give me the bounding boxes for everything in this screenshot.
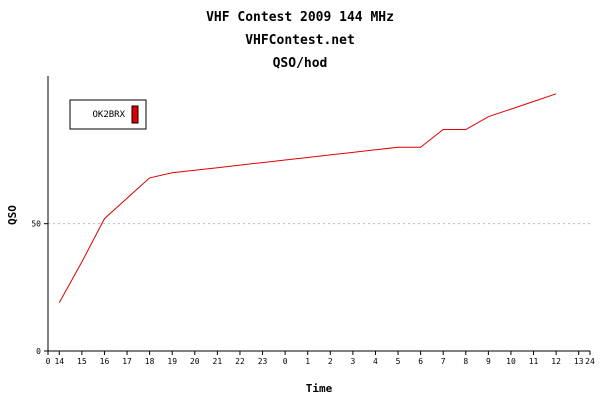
series-layer	[58, 93, 557, 303]
x-tick-label: 23	[258, 357, 268, 366]
x-tick-label: 1	[305, 357, 310, 366]
y-tick-group: 0 50	[31, 220, 48, 356]
chart-subtitle: VHFContest.net	[245, 33, 355, 48]
y-axis-title: QSO	[6, 205, 19, 225]
x-tick-label: 15	[77, 357, 87, 366]
x-tick-label: 0	[283, 357, 288, 366]
x-tick-label: 10	[506, 357, 516, 366]
x-tick-label: 22	[235, 357, 245, 366]
chart-titles: VHF Contest 2009 144 MHz VHFContest.net …	[0, 6, 600, 75]
x-tick-label: 11	[529, 357, 539, 366]
x-tick-label: 6	[418, 357, 423, 366]
x-tick-label: 21	[213, 357, 223, 366]
x-axis-title: Time	[306, 382, 333, 395]
x-tick-label: 8	[463, 357, 468, 366]
x-tick-label: 20	[190, 357, 200, 366]
x-tick-label: 14	[54, 357, 64, 366]
chart-title: VHF Contest 2009 144 MHz	[206, 10, 394, 25]
x-tick-label: 18	[145, 357, 155, 366]
x-tick-label: 4	[373, 357, 378, 366]
x-tick-label: 17	[122, 357, 132, 366]
series-line-ok2brx	[58, 93, 557, 303]
y-tick-label: 0	[36, 347, 41, 356]
x-tick-label: 16	[100, 357, 110, 366]
legend: OK2BRX	[69, 99, 147, 130]
legend-swatch	[131, 105, 139, 124]
legend-label: OK2BRX	[92, 110, 125, 120]
x-tick-label: 19	[167, 357, 177, 366]
y-tick-label: 50	[31, 220, 41, 229]
x-tick-label: 0	[46, 357, 51, 366]
x-tick-label: 12	[551, 357, 561, 366]
x-tick-label: 9	[486, 357, 491, 366]
x-tick-label: 13	[574, 357, 584, 366]
x-tick-label: 7	[441, 357, 446, 366]
x-tick-label: 24	[585, 357, 595, 366]
x-tick-label: 3	[350, 357, 355, 366]
x-tick-label: 2	[328, 357, 333, 366]
x-tick-label: 5	[396, 357, 401, 366]
chart-subtitle-units: QSO/hod	[272, 56, 328, 71]
x-tick-group: 0 14 15 16 17 18 19 20 21 22 23 0 1 2 3 4 5 6 7 8 9 10 11 12 13 2…	[46, 351, 595, 366]
